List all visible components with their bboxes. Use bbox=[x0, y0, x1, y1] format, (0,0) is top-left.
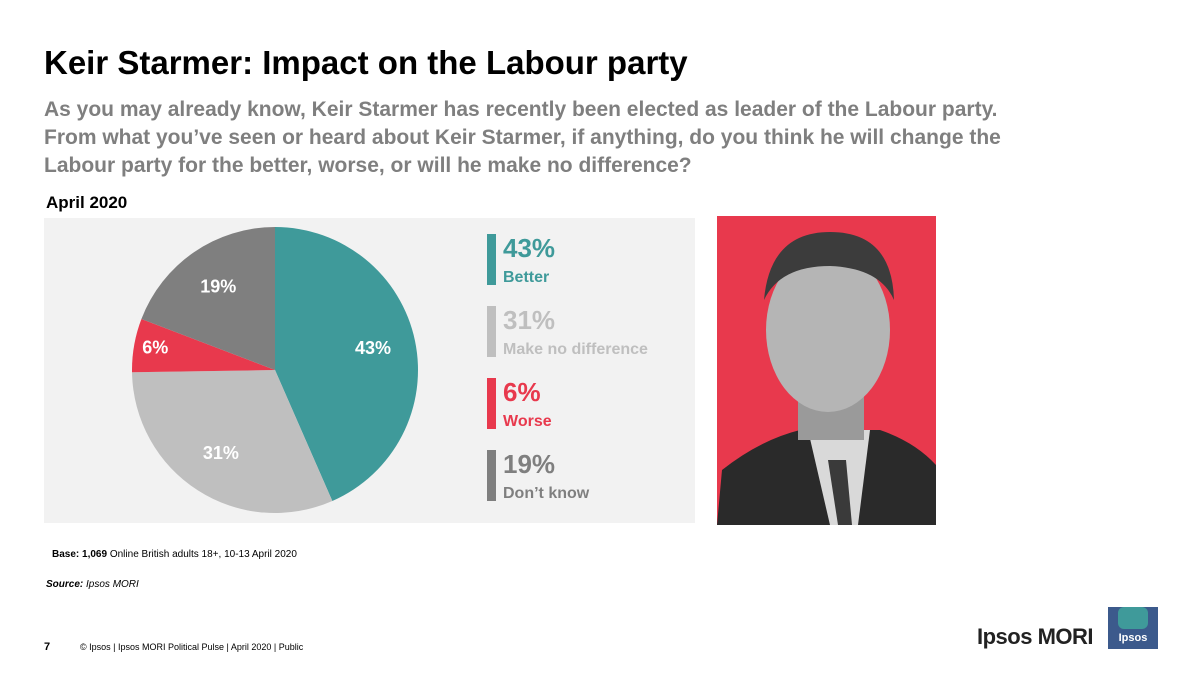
logo-mark bbox=[1118, 607, 1148, 629]
footer: © Ipsos | Ipsos MORI Political Pulse | A… bbox=[80, 642, 304, 652]
legend-label: Make no difference bbox=[503, 341, 648, 358]
title: Keir Starmer: Impact on the Labour party bbox=[44, 44, 688, 81]
base-n: 1,069 bbox=[82, 549, 108, 560]
legend-value: 19% bbox=[503, 449, 555, 479]
slice-label: 43% bbox=[355, 338, 391, 358]
legend-swatch bbox=[487, 378, 496, 429]
photo bbox=[717, 216, 936, 525]
legend-swatch bbox=[487, 234, 496, 285]
legend-value: 31% bbox=[503, 305, 555, 335]
legend-value: 43% bbox=[503, 233, 555, 263]
pie-slice bbox=[132, 318, 275, 373]
subtitle: As you may already know, Keir Starmer ha… bbox=[44, 98, 1001, 177]
base-label: Base: bbox=[52, 549, 80, 560]
brand: Ipsos MORI bbox=[977, 624, 1094, 649]
slice-label: 31% bbox=[203, 443, 239, 463]
base-note: Base: 1,069 Online British adults 18+, 1… bbox=[52, 549, 297, 560]
legend-swatch bbox=[487, 306, 496, 357]
page-number: 7 bbox=[44, 641, 51, 653]
pie-slice bbox=[141, 227, 275, 370]
logo-text: Ipsos bbox=[1119, 632, 1148, 644]
pie-slice bbox=[275, 227, 418, 502]
chart-label: April 2020 bbox=[46, 193, 128, 212]
base-text: Online British adults 18+, 10-13 April 2… bbox=[109, 549, 297, 560]
legend-swatch bbox=[487, 450, 496, 501]
legend-label: Worse bbox=[503, 413, 552, 430]
source-text: Ipsos MORI bbox=[86, 579, 139, 590]
legend-label: Don’t know bbox=[503, 485, 590, 502]
legend-label: Better bbox=[503, 269, 549, 286]
legend-value: 6% bbox=[503, 377, 541, 407]
slice-label: 19% bbox=[200, 276, 236, 296]
pie-slice bbox=[132, 370, 333, 513]
source-note: Source: Ipsos MORI bbox=[46, 579, 139, 590]
source-label: Source: bbox=[46, 579, 84, 590]
slice-label: 6% bbox=[142, 338, 168, 358]
